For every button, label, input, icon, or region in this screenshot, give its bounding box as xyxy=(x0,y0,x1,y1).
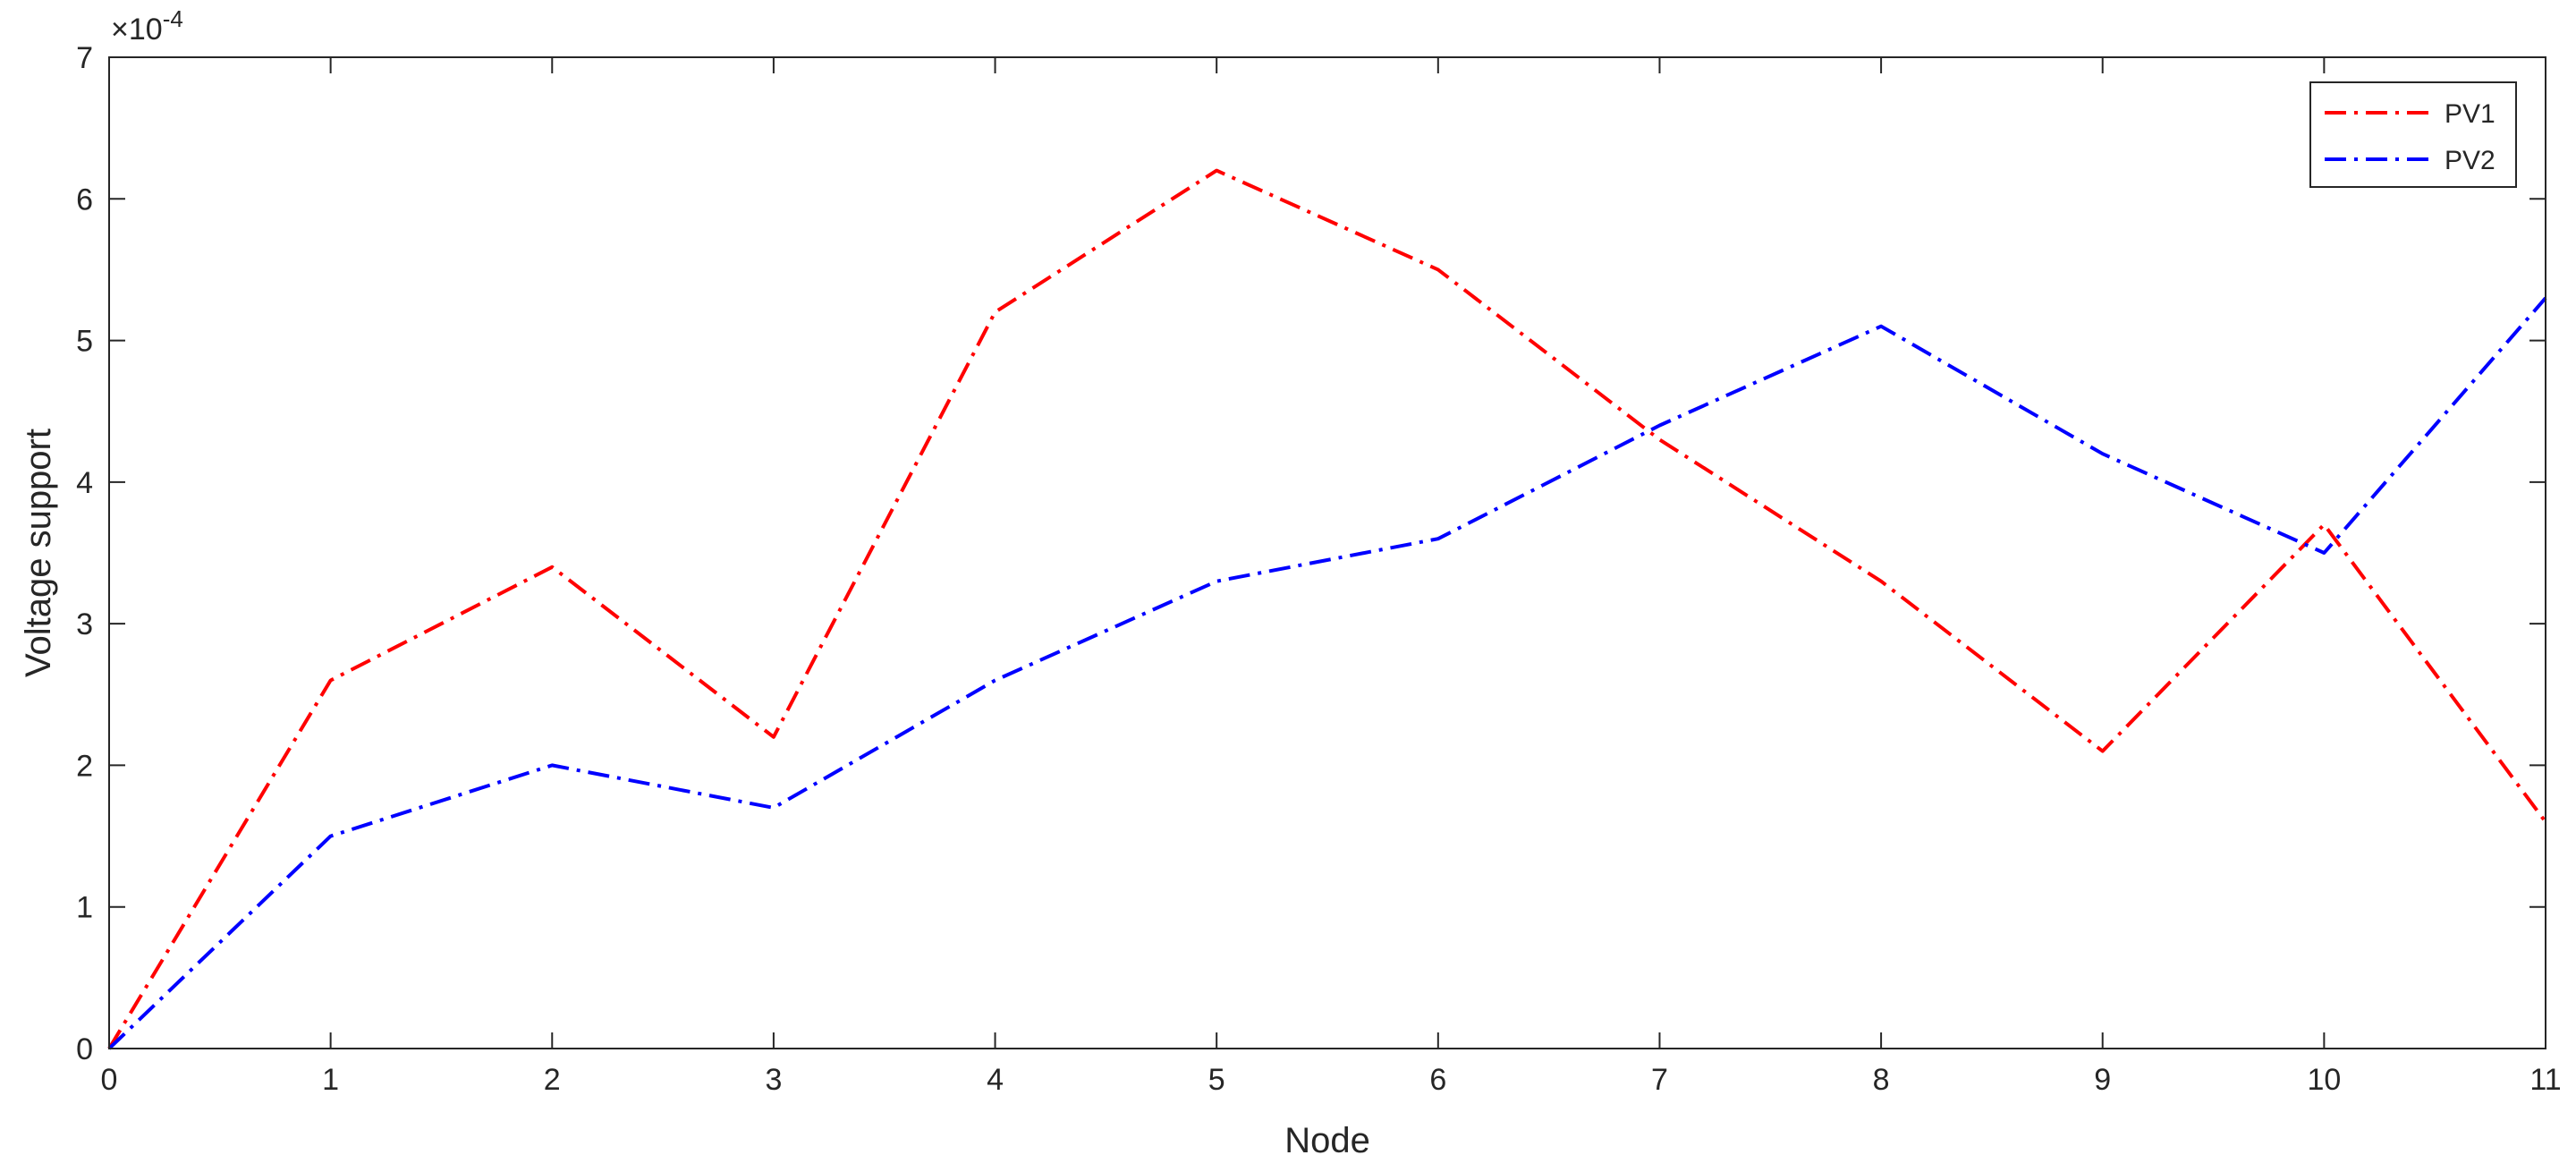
y-tick-label: 6 xyxy=(76,183,93,217)
x-tick-label: 1 xyxy=(322,1063,339,1097)
y-axis-label: Voltage support xyxy=(19,429,58,677)
x-tick-label: 11 xyxy=(2529,1063,2561,1097)
y-exponent-base: ×10 xyxy=(111,13,163,47)
y-tick-label: 2 xyxy=(76,749,93,783)
y-exponent-label: ×10-4 xyxy=(111,5,183,47)
ticks-layer: 0 1 2 3 4 5 6 7 8 9 10 11 0 1 2 3 4 5 6 7 xyxy=(76,41,2562,1097)
legend-label-pv2: PV2 xyxy=(2445,146,2496,175)
x-tick-label: 3 xyxy=(765,1063,782,1097)
y-tick-label: 0 xyxy=(76,1032,93,1066)
x-tick-label: 7 xyxy=(1651,1063,1668,1097)
y-tick-label: 7 xyxy=(76,41,93,75)
series-line-pv2 xyxy=(107,296,2547,1050)
x-tick-label: 6 xyxy=(1429,1063,1446,1097)
x-tick-label: 0 xyxy=(101,1063,118,1097)
y-tick-label: 1 xyxy=(76,891,93,925)
legend: PV1 PV2 xyxy=(2309,81,2517,188)
x-tick-label: 2 xyxy=(544,1063,561,1097)
series-layer xyxy=(107,168,2547,1050)
x-tick-label: 8 xyxy=(1873,1063,1890,1097)
x-tick-label: 9 xyxy=(2094,1063,2111,1097)
x-tick-label: 4 xyxy=(987,1063,1004,1097)
x-tick-label: 5 xyxy=(1208,1063,1225,1097)
legend-box xyxy=(2309,81,2517,188)
y-tick-label: 3 xyxy=(76,607,93,641)
x-axis-label: Node xyxy=(1284,1121,1370,1160)
series-line-pv1 xyxy=(107,168,2547,1050)
legend-label-pv1: PV1 xyxy=(2445,99,2496,129)
y-tick-label: 5 xyxy=(76,325,93,359)
y-exponent-power: -4 xyxy=(163,5,183,32)
x-tick-label: 10 xyxy=(2307,1063,2341,1097)
plot-frame xyxy=(108,56,2546,1049)
y-tick-label: 4 xyxy=(76,466,93,500)
